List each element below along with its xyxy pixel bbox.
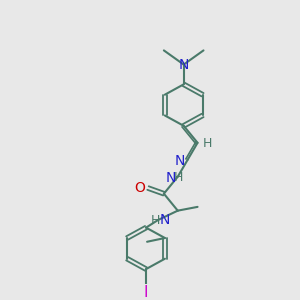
- Text: N: N: [175, 154, 185, 168]
- Text: N: N: [166, 171, 176, 185]
- Text: H: H: [150, 214, 160, 226]
- Text: H: H: [174, 171, 183, 184]
- Text: N: N: [160, 213, 170, 227]
- Text: N: N: [178, 58, 189, 71]
- Text: I: I: [144, 285, 148, 300]
- Text: O: O: [135, 181, 146, 195]
- Text: H: H: [203, 137, 212, 150]
